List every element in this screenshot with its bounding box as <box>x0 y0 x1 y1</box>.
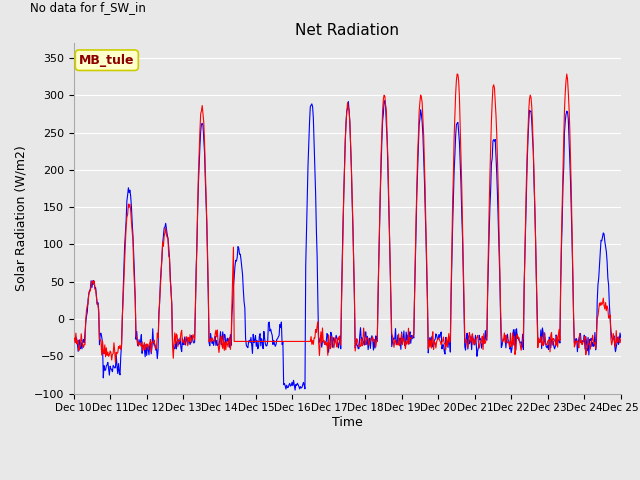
Text: MB_tule: MB_tule <box>79 54 134 67</box>
Y-axis label: Solar Radiation (W/m2): Solar Radiation (W/m2) <box>15 145 28 291</box>
Title: Net Radiation: Net Radiation <box>295 23 399 38</box>
Legend: RNet_tule, RNet_wat: RNet_tule, RNet_wat <box>231 477 463 480</box>
Text: No data for f_SW_in: No data for f_SW_in <box>30 1 146 14</box>
X-axis label: Time: Time <box>332 416 363 429</box>
